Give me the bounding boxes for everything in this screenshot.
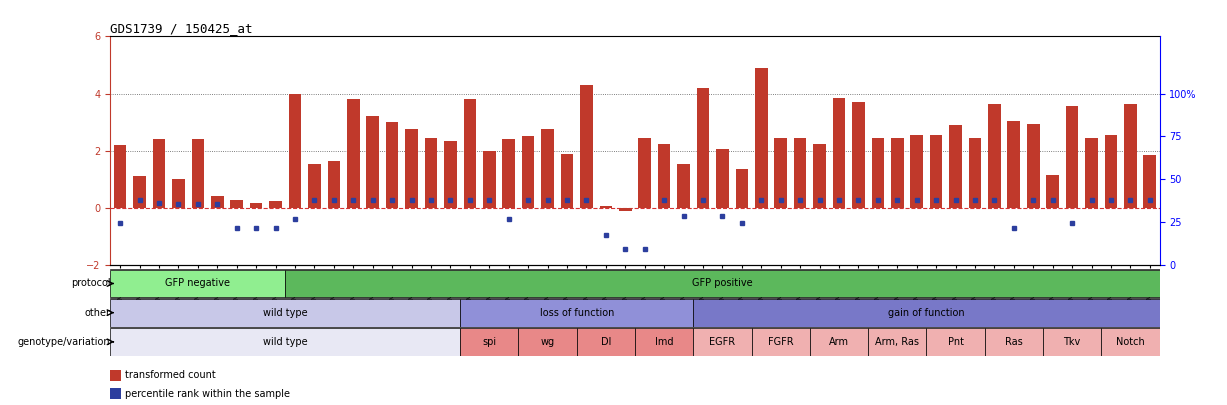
- Bar: [926, 328, 984, 356]
- Text: EGFR: EGFR: [709, 337, 735, 347]
- Bar: [110, 269, 285, 298]
- Bar: [852, 102, 865, 208]
- Bar: [891, 138, 903, 208]
- Bar: [328, 161, 340, 208]
- Text: percentile rank within the sample: percentile rank within the sample: [125, 389, 291, 399]
- Bar: [814, 143, 826, 208]
- Text: spi: spi: [482, 337, 497, 347]
- Bar: [385, 122, 399, 208]
- Bar: [541, 129, 553, 208]
- Bar: [110, 328, 460, 356]
- Bar: [751, 328, 810, 356]
- Bar: [1007, 121, 1020, 208]
- Text: Arm: Arm: [829, 337, 849, 347]
- Bar: [1104, 135, 1118, 208]
- Bar: [968, 138, 982, 208]
- Bar: [810, 328, 867, 356]
- Text: Imd: Imd: [655, 337, 674, 347]
- Bar: [735, 169, 748, 208]
- Text: Ras: Ras: [1005, 337, 1022, 347]
- Text: wild type: wild type: [263, 308, 308, 318]
- Bar: [460, 298, 693, 327]
- Bar: [518, 328, 577, 356]
- Bar: [618, 208, 632, 211]
- Bar: [1124, 104, 1136, 208]
- Bar: [580, 85, 593, 208]
- Bar: [988, 104, 1001, 208]
- Text: protocol: protocol: [71, 279, 110, 288]
- Text: Tkv: Tkv: [1064, 337, 1081, 347]
- Bar: [1066, 107, 1079, 208]
- Bar: [561, 153, 573, 208]
- Text: gain of function: gain of function: [888, 308, 964, 318]
- Bar: [211, 196, 223, 208]
- Bar: [984, 328, 1043, 356]
- Bar: [755, 68, 768, 208]
- Bar: [308, 164, 320, 208]
- Bar: [577, 328, 634, 356]
- Bar: [269, 201, 282, 208]
- Bar: [774, 138, 787, 208]
- Bar: [114, 145, 126, 208]
- Bar: [231, 200, 243, 208]
- Bar: [347, 99, 360, 208]
- Bar: [600, 206, 612, 208]
- Bar: [910, 135, 923, 208]
- Bar: [110, 388, 121, 399]
- Text: Arm, Ras: Arm, Ras: [875, 337, 919, 347]
- Bar: [172, 179, 185, 208]
- Bar: [521, 136, 535, 208]
- Text: wg: wg: [540, 337, 555, 347]
- Bar: [502, 139, 515, 208]
- Bar: [638, 138, 652, 208]
- Bar: [950, 125, 962, 208]
- Bar: [867, 328, 926, 356]
- Bar: [425, 138, 437, 208]
- Bar: [1144, 155, 1156, 208]
- Text: GFP negative: GFP negative: [166, 279, 231, 288]
- Bar: [134, 176, 146, 208]
- Text: loss of function: loss of function: [540, 308, 614, 318]
- Text: other: other: [85, 308, 110, 318]
- Bar: [871, 138, 885, 208]
- Bar: [464, 99, 476, 208]
- Bar: [697, 88, 709, 208]
- Text: Dl: Dl: [601, 337, 611, 347]
- Bar: [833, 98, 845, 208]
- Bar: [658, 143, 670, 208]
- Bar: [717, 149, 729, 208]
- Bar: [110, 298, 460, 327]
- Bar: [367, 116, 379, 208]
- Text: Pnt: Pnt: [947, 337, 963, 347]
- Bar: [191, 139, 204, 208]
- Bar: [152, 139, 166, 208]
- Bar: [1101, 328, 1160, 356]
- Bar: [693, 328, 751, 356]
- Bar: [405, 129, 418, 208]
- Bar: [285, 269, 1160, 298]
- Bar: [110, 370, 121, 381]
- Bar: [634, 328, 693, 356]
- Bar: [693, 298, 1160, 327]
- Text: GDS1739 / 150425_at: GDS1739 / 150425_at: [110, 22, 253, 35]
- Bar: [1085, 138, 1098, 208]
- Bar: [444, 141, 456, 208]
- Bar: [794, 138, 806, 208]
- Text: FGFR: FGFR: [768, 337, 794, 347]
- Bar: [460, 328, 518, 356]
- Bar: [483, 151, 496, 208]
- Text: genotype/variation: genotype/variation: [18, 337, 110, 347]
- Bar: [930, 135, 942, 208]
- Text: GFP positive: GFP positive: [692, 279, 752, 288]
- Bar: [288, 94, 302, 208]
- Bar: [1027, 124, 1039, 208]
- Bar: [1043, 328, 1101, 356]
- Bar: [677, 164, 690, 208]
- Text: transformed count: transformed count: [125, 371, 216, 380]
- Bar: [1047, 175, 1059, 208]
- Text: wild type: wild type: [263, 337, 308, 347]
- Bar: [250, 202, 263, 208]
- Text: Notch: Notch: [1117, 337, 1145, 347]
